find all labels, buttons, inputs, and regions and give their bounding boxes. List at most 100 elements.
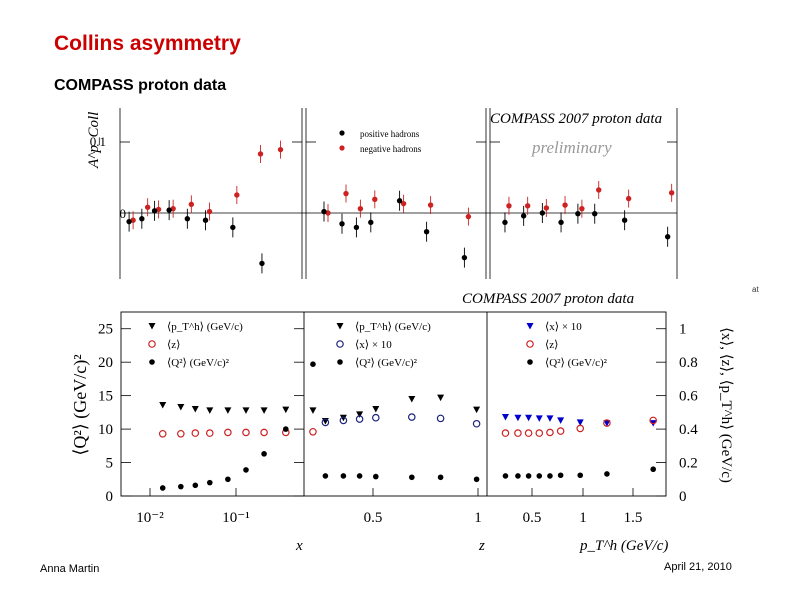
panel3-z-marker xyxy=(603,419,611,427)
footer-date: April 21, 2010 xyxy=(664,561,732,573)
positive-hadron-point xyxy=(321,208,327,215)
legend-label: ⟨p_T^h⟩ (GeV/c) xyxy=(355,321,431,333)
panel3-x10-marker xyxy=(603,420,611,427)
panel3-z-marker xyxy=(556,427,565,435)
ytick-right-label: 0.8 xyxy=(679,355,698,371)
negative-hadron-point xyxy=(506,203,512,209)
panel3-q2-marker xyxy=(525,473,532,479)
panel3-z-marker xyxy=(649,416,658,425)
positive-hadron-point xyxy=(353,224,360,231)
xtick-label: 1.5 xyxy=(624,510,643,526)
legend-positive-marker xyxy=(339,130,345,136)
positive-hadron-point xyxy=(396,198,403,204)
panel2-q2-marker xyxy=(373,473,379,480)
xtick-label: 10⁻² xyxy=(136,510,164,526)
panel2-pt-marker xyxy=(372,406,380,413)
xtick-label: 1 xyxy=(474,510,482,526)
xlabel-z: z xyxy=(478,538,485,554)
top-ytick-1: 0 xyxy=(120,206,127,221)
legend-marker xyxy=(336,340,344,348)
positive-hadron-point xyxy=(592,211,598,217)
panel3-q2-marker xyxy=(604,471,610,477)
panel1-z-marker xyxy=(224,428,232,437)
panel3-x10-marker xyxy=(514,414,522,422)
xtick-label: 10⁻¹ xyxy=(222,510,249,526)
positive-hadron-point xyxy=(139,216,145,222)
negative-hadron-point xyxy=(427,202,434,208)
positive-hadron-point xyxy=(368,219,374,226)
panel1-pt-marker xyxy=(309,407,317,414)
legend-negative-label: negative hadrons xyxy=(360,144,422,154)
negative-hadron-point xyxy=(465,213,472,220)
panel2-q2-marker xyxy=(340,473,347,479)
legend-marker xyxy=(527,359,533,365)
slide-subtitle: COMPASS proton data xyxy=(54,77,227,94)
panel1-q2-marker xyxy=(225,476,231,483)
ytick-left-label: 5 xyxy=(106,456,114,472)
panel1-z-marker xyxy=(205,429,214,437)
panel3-q2-marker xyxy=(650,466,656,473)
legend-marker xyxy=(337,359,343,365)
panel3-z-marker xyxy=(524,429,533,437)
panel1-z-marker xyxy=(191,429,200,437)
panel1-q2-marker xyxy=(310,361,316,367)
positive-hadron-point xyxy=(502,219,508,226)
legend-marker xyxy=(336,323,344,330)
negative-hadron-point xyxy=(206,208,213,215)
top-plot-title: COMPASS 2007 proton data xyxy=(490,111,662,127)
legend-marker xyxy=(148,323,156,330)
panel1-q2-marker xyxy=(159,485,166,491)
panel3-q2-marker xyxy=(547,473,553,479)
xtick-label: 0.5 xyxy=(523,510,542,526)
panel2-x10-marker xyxy=(355,415,364,423)
positive-hadron-point xyxy=(621,217,628,223)
panel1-z-marker xyxy=(309,427,317,436)
negative-hadron-point xyxy=(400,200,407,207)
panel3-z-marker xyxy=(535,429,544,437)
bottom-y-left-label: ⟨Q²⟩ (GeV/c)² xyxy=(70,354,91,455)
panel3-z-marker xyxy=(576,424,585,433)
panel2-pt-marker xyxy=(356,411,364,418)
legend-label: ⟨z⟩ xyxy=(545,339,558,351)
negative-hadron-point xyxy=(543,205,550,211)
panel1-pt-marker xyxy=(191,406,199,413)
positive-hadron-point xyxy=(126,218,132,225)
negative-hadron-point xyxy=(144,204,151,210)
panel3-x10-marker xyxy=(557,417,565,424)
xlabel-x: x xyxy=(295,538,303,554)
panel3-z-marker xyxy=(501,429,510,437)
negative-hadron-point xyxy=(524,203,531,209)
panel1-pt-marker xyxy=(206,407,214,414)
panel1-z-marker xyxy=(242,428,250,437)
ytick-right-label: 0 xyxy=(679,489,687,505)
panel1-pt-marker xyxy=(159,402,167,409)
panel1-pt-marker xyxy=(242,407,250,414)
panel2-x10-marker xyxy=(436,414,445,423)
legend-negative-marker xyxy=(339,145,345,151)
negative-hadron-point xyxy=(277,146,284,153)
panel1-pt-marker xyxy=(177,404,185,411)
positive-hadron-point xyxy=(539,210,546,216)
positive-hadron-point xyxy=(339,221,345,227)
negative-hadron-point xyxy=(257,151,264,157)
positive-hadron-point xyxy=(202,217,209,223)
panel2-q2-marker xyxy=(409,474,415,481)
panel2-pt-marker xyxy=(408,395,416,403)
positive-hadron-point xyxy=(520,213,527,219)
ytick-right-label: 0.2 xyxy=(679,456,698,472)
panel2-q2-marker xyxy=(437,474,444,481)
ytick-right-label: 0.6 xyxy=(679,389,698,405)
panel3-x10-marker xyxy=(525,414,533,422)
panel1-q2-marker xyxy=(283,426,289,432)
panel1-q2-marker xyxy=(243,467,249,473)
ytick-left-label: 10 xyxy=(98,422,113,438)
positive-hadron-point xyxy=(575,211,581,217)
top-ytick-0: 0.1 xyxy=(90,134,106,149)
panel3-x10-marker xyxy=(501,414,509,421)
legend-label: ⟨z⟩ xyxy=(167,339,180,351)
positive-hadron-point xyxy=(461,254,468,261)
negative-hadron-point xyxy=(357,205,364,212)
negative-hadron-point xyxy=(372,196,378,203)
negative-hadron-point xyxy=(562,202,568,208)
